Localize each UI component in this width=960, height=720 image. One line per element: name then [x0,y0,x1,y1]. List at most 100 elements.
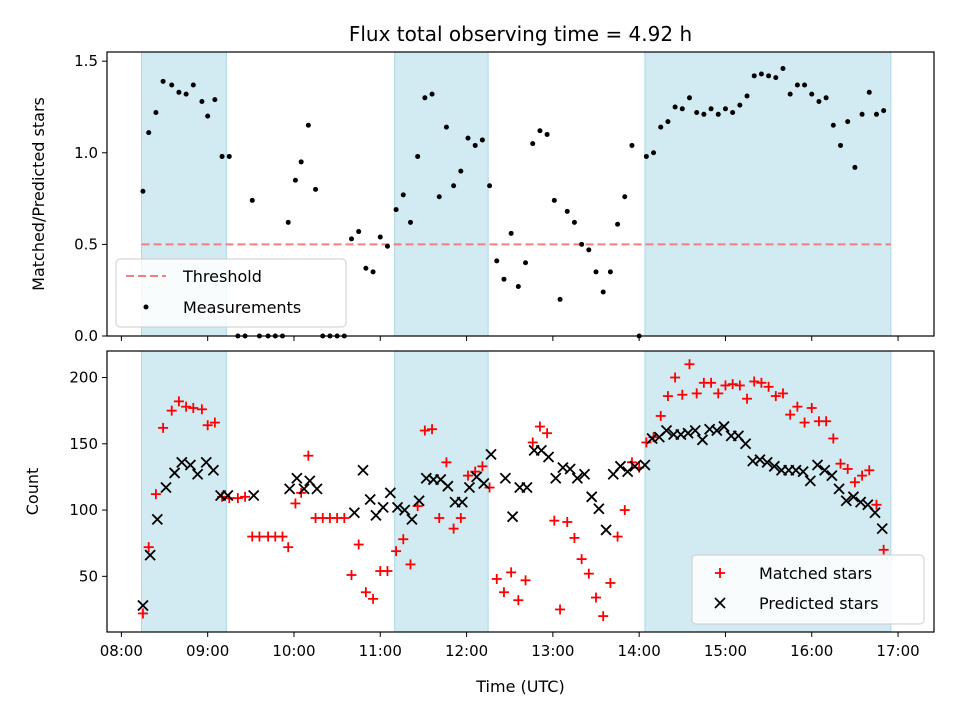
predicted-star-point [847,491,860,503]
measurement-point [349,236,355,242]
y-tick-label: 1.5 [74,52,98,70]
matched-star-point [727,379,738,390]
measurement-point [773,75,779,81]
measurement-point [852,164,858,170]
cross-b [364,493,376,506]
x-tick-label: 13:00 [531,642,574,660]
cross-b [614,460,627,472]
matched-star-point [534,421,545,432]
measurement-point [190,82,196,88]
matched-star-point [455,513,466,524]
measurement-point [501,276,507,282]
matched-star-point [849,477,860,488]
matched-star-point [749,376,760,387]
predicted-star-point [564,463,576,475]
matched-star-point [806,402,817,413]
cross-b [168,467,181,479]
predicted-star-point [614,460,627,472]
cross-b [876,522,888,535]
measurement-point [787,91,793,97]
cross-b [391,501,404,514]
predicted-star-point [819,464,831,476]
predicted-star-point [639,459,651,471]
measurement-point [651,150,657,156]
measurement-point [313,186,319,192]
matched-star-point [835,458,846,469]
predicted-star-point [207,464,220,476]
measurement-point [451,183,457,189]
predicted-star-point [586,491,598,503]
top-y-axis-label: Matched/Predicted stars [29,97,48,291]
matched-star-point [303,450,314,461]
top-y-ticks: 0.0 0.5 1.0 1.5 [74,52,107,345]
matched-star-point [448,523,459,534]
bottom-y-ticks: 50 100 150 200 [69,369,107,585]
measurement-point [579,241,585,247]
cross-b [456,496,468,508]
shaded-interval [141,350,227,633]
bottom-y-axis-label: Count [23,468,42,516]
predicted-star-point [600,524,612,536]
cross-b [761,456,773,468]
matched-star-point [360,587,371,598]
matched-star-point [173,396,184,407]
measurement-point [285,219,291,225]
predicted-star-point [478,477,490,490]
measurement-point [802,82,808,88]
measurement-point [607,269,613,275]
cross-b [399,504,411,516]
predicted-star-point [168,467,181,479]
measurement-point [363,265,369,271]
cross-b [442,480,454,492]
measurement-point [859,111,865,117]
matched-star-point [576,554,587,565]
predicted-star-point [485,448,497,461]
cross-b [869,507,881,519]
measurement-point [140,188,146,194]
predicted-star-point [442,480,454,492]
x-axis-label: Time (UTC) [475,677,564,696]
cross-b [248,489,260,502]
measurement-point [866,89,872,95]
legend-matched-label: Matched stars [759,564,872,583]
matched-star-point [670,372,681,383]
legend-predicted-label: Predicted stars [759,594,879,613]
measurement-point [183,91,189,97]
measurement-point [479,137,485,143]
legend-threshold-label: Threshold [182,267,262,286]
matched-star-point [463,470,474,481]
bottom-x-ticks: 08:00 09:00 10:00 11:00 12:00 13:00 14:00 15:00… [100,632,920,660]
predicted-star-point [718,420,730,433]
matched-star-point [677,389,688,400]
measurement-point [694,109,700,115]
measurement-point [146,130,152,136]
cross-b [413,495,425,507]
y-tick-label: 100 [69,501,98,519]
cross-b [435,473,447,486]
cross-b [542,451,555,463]
top-chart-title: Flux total observing time = 4.92 h [349,22,692,46]
cross-b [377,501,389,514]
matched-star-point [756,377,767,388]
matched-star-point [549,515,560,526]
cross-b [463,481,476,494]
measurement-point [758,71,764,77]
y-tick-label: 200 [69,369,98,387]
cross-b [600,524,612,536]
measurement-point [665,119,671,125]
predicted-star-point [689,424,701,437]
measurement-point [873,111,879,117]
cross-b [384,487,396,499]
matched-star-point [598,611,609,622]
measurement-point [523,260,529,266]
matched-star-point [202,420,213,431]
measurement-point [356,229,362,235]
predicted-star-point [578,468,591,480]
measurement-point [458,168,464,174]
cross-b [200,456,212,468]
matched-star-point [641,437,652,448]
measurement-point [780,65,786,71]
measurement-point [615,221,621,227]
legend-measurement-swatch [143,304,149,310]
matched-star-point [166,405,177,416]
